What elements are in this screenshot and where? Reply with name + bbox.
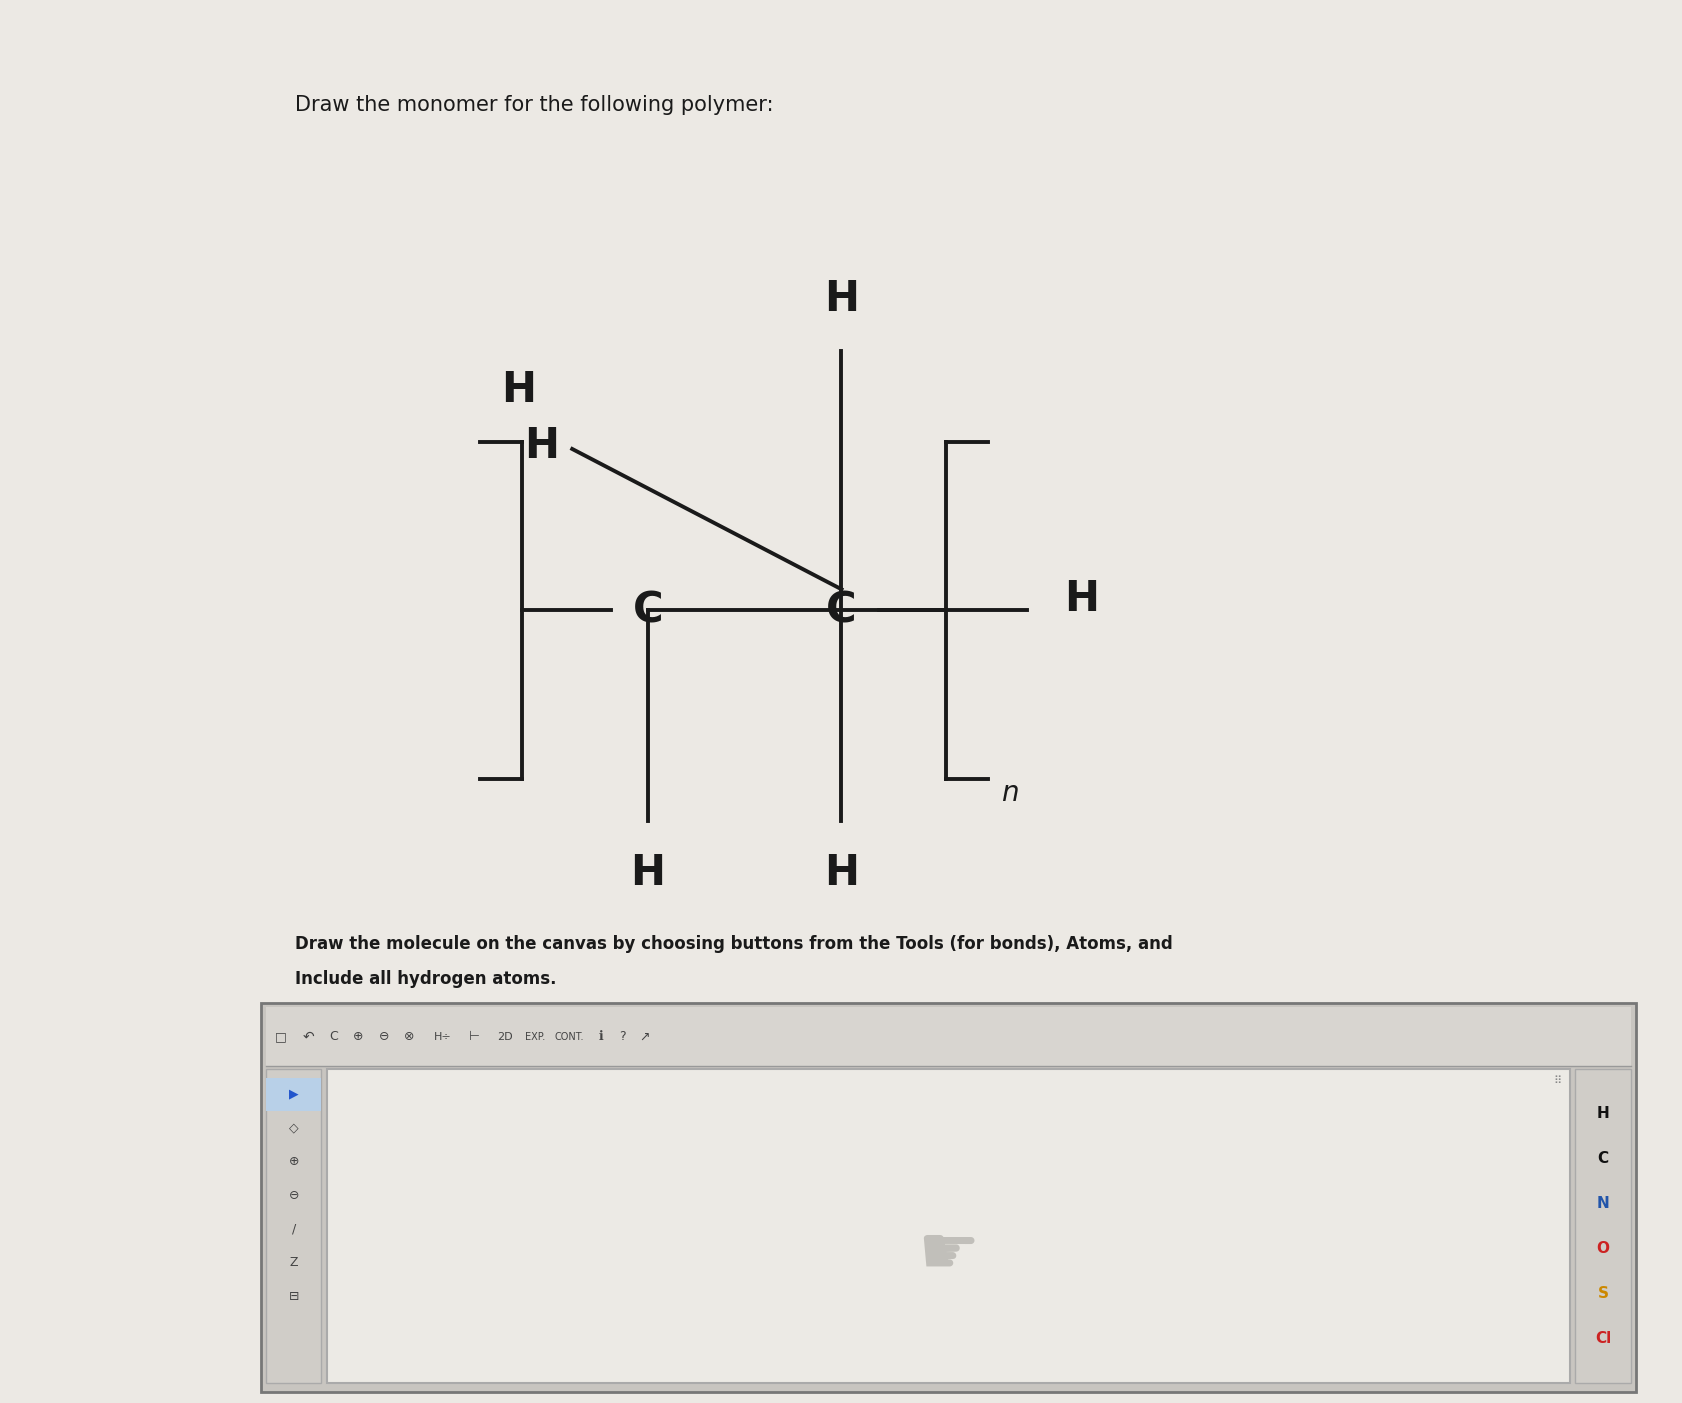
Text: H: H xyxy=(525,425,558,467)
Text: ?: ? xyxy=(619,1030,626,1044)
Text: N: N xyxy=(1596,1197,1608,1211)
Text: ⊟: ⊟ xyxy=(288,1289,299,1303)
Text: C: C xyxy=(1596,1152,1608,1166)
Text: H: H xyxy=(824,852,858,894)
Text: H: H xyxy=(631,852,664,894)
Text: □: □ xyxy=(276,1030,286,1044)
Text: H: H xyxy=(824,278,858,320)
Text: CONT.: CONT. xyxy=(553,1031,584,1042)
Bar xyxy=(261,1003,1635,1392)
Text: C: C xyxy=(328,1030,338,1044)
Bar xyxy=(1574,1069,1630,1383)
Text: C: C xyxy=(632,589,663,631)
Text: ◇: ◇ xyxy=(289,1121,298,1135)
Text: ⊖: ⊖ xyxy=(288,1188,299,1202)
Text: ☛: ☛ xyxy=(917,1221,979,1288)
Text: O: O xyxy=(1596,1242,1608,1256)
Text: Z: Z xyxy=(289,1256,298,1270)
Text: ↗: ↗ xyxy=(639,1030,649,1044)
Bar xyxy=(266,1078,321,1111)
Text: S: S xyxy=(1596,1287,1608,1301)
Text: ℹ: ℹ xyxy=(599,1030,602,1044)
Text: H÷: H÷ xyxy=(434,1031,451,1042)
Text: H: H xyxy=(1596,1107,1608,1121)
Text: ⊖: ⊖ xyxy=(378,1030,389,1044)
Text: ⊕: ⊕ xyxy=(288,1155,299,1169)
Text: Cl: Cl xyxy=(1595,1331,1610,1345)
Bar xyxy=(326,1069,1569,1383)
Text: Draw the molecule on the canvas by choosing buttons from the Tools (for bonds), : Draw the molecule on the canvas by choos… xyxy=(294,936,1172,953)
Text: C: C xyxy=(826,589,856,631)
Bar xyxy=(266,1007,1630,1066)
Text: H: H xyxy=(501,369,535,411)
Text: ⠿: ⠿ xyxy=(1552,1076,1561,1086)
Text: ▶: ▶ xyxy=(289,1087,298,1101)
Text: /: / xyxy=(291,1222,296,1236)
Text: n: n xyxy=(1001,779,1018,807)
Text: ⊕: ⊕ xyxy=(353,1030,363,1044)
Text: Include all hydrogen atoms.: Include all hydrogen atoms. xyxy=(294,971,555,988)
Text: 2D: 2D xyxy=(496,1031,513,1042)
Text: Draw the monomer for the following polymer:: Draw the monomer for the following polym… xyxy=(294,95,772,115)
Text: ⊗: ⊗ xyxy=(404,1030,414,1044)
Bar xyxy=(266,1069,321,1383)
Text: ⊢: ⊢ xyxy=(469,1030,479,1044)
Text: H: H xyxy=(1063,578,1098,620)
Text: EXP.: EXP. xyxy=(525,1031,545,1042)
Text: ↶: ↶ xyxy=(303,1030,313,1044)
